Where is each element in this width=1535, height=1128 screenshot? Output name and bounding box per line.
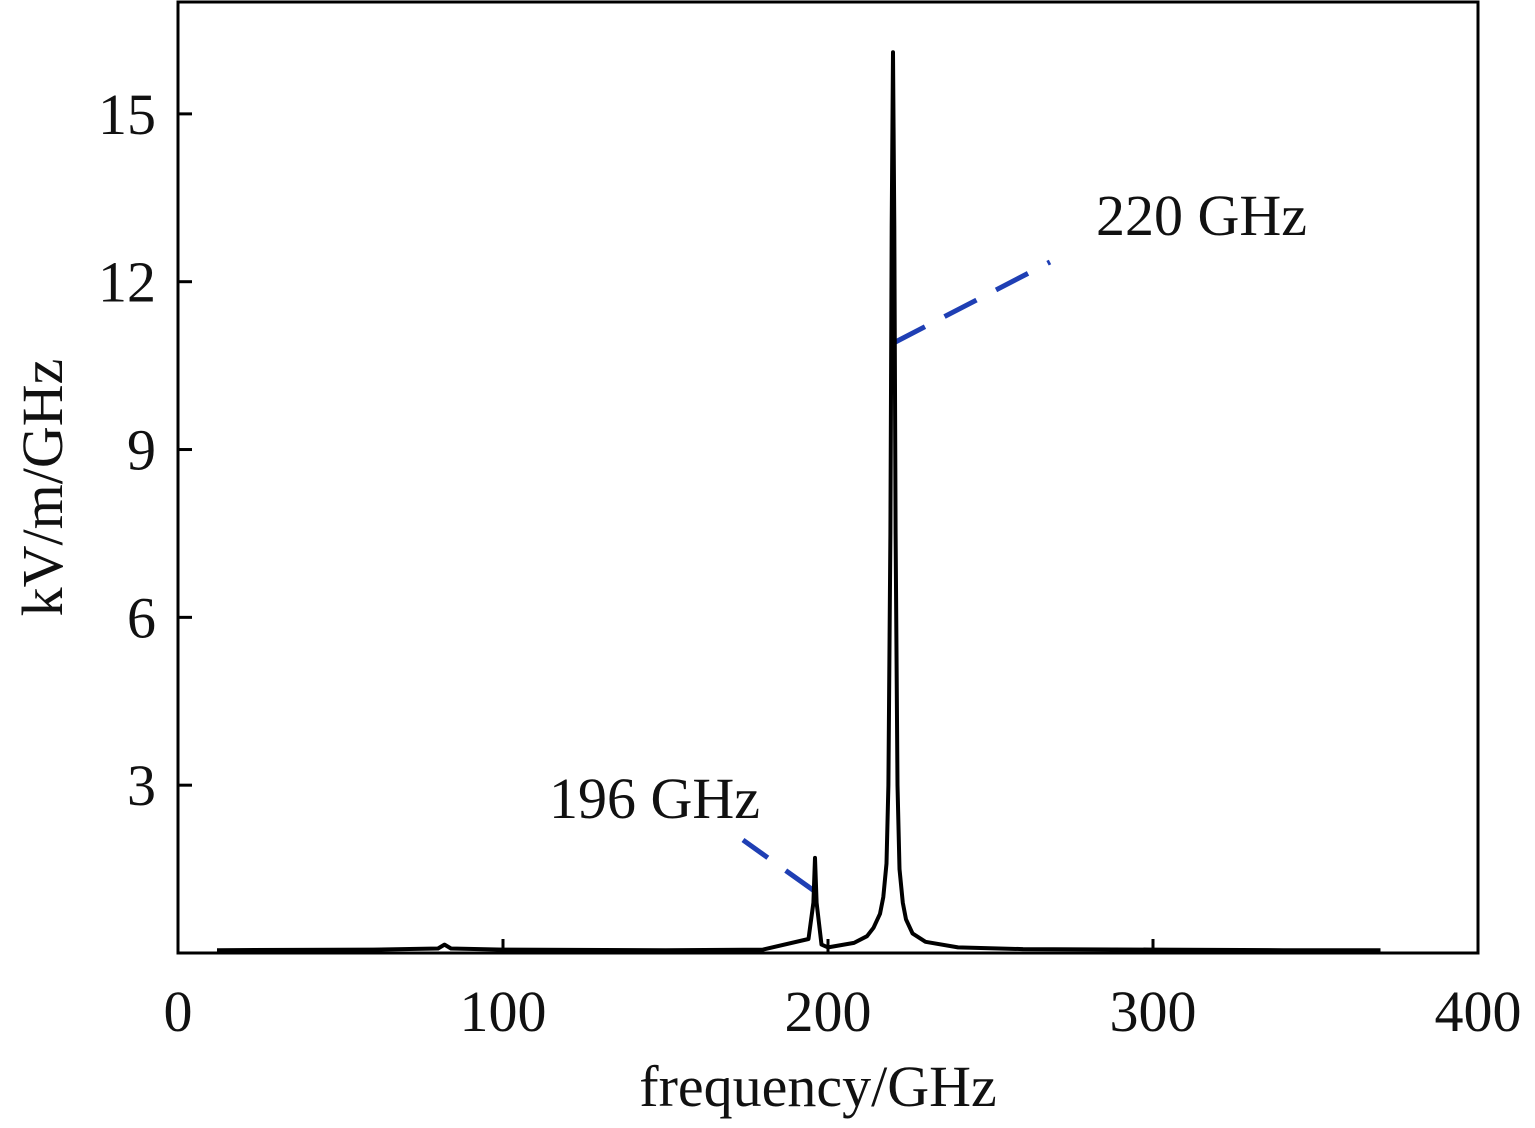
y-axis-title: kV/m/GHz — [10, 359, 75, 617]
series-line — [216, 50, 1381, 953]
x-tick-label: 0 — [164, 979, 193, 1044]
y-tick-label: 9 — [127, 418, 156, 483]
y-tick-label: 3 — [127, 753, 156, 818]
y-axis-ticks: 3 6 9 12 15 — [98, 82, 192, 818]
x-axis-ticks: 0 100 200 300 400 — [164, 939, 1522, 1044]
annotation-leader-line — [891, 259, 1052, 346]
x-axis-title: frequency/GHz — [639, 1054, 997, 1119]
annotation-leader-line — [741, 837, 817, 894]
y-tick-label: 12 — [98, 250, 156, 315]
annotation-leaders — [741, 259, 1052, 894]
y-tick-label: 6 — [127, 585, 156, 650]
annotation-label: 220 GHz — [1096, 183, 1307, 248]
annotation-labels: 196 GHz 220 GHz — [549, 183, 1307, 831]
annotation-label: 196 GHz — [549, 766, 760, 831]
x-tick-label: 400 — [1435, 979, 1522, 1044]
x-tick-label: 100 — [460, 979, 547, 1044]
x-tick-label: 200 — [785, 979, 872, 1044]
plot-frame — [176, 0, 1480, 955]
y-tick-label: 15 — [98, 82, 156, 147]
x-tick-label: 300 — [1110, 979, 1197, 1044]
